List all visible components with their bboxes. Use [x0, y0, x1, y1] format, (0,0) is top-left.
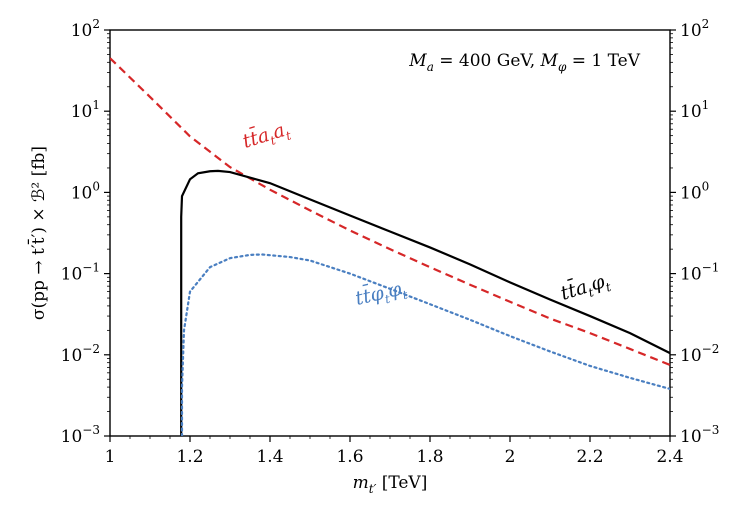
- y-tick-label-right: 10−3: [680, 423, 719, 447]
- x-axis-label: mt′ [TeV]: [353, 473, 428, 496]
- series-label-ttatphit: tt̄atφt: [557, 267, 613, 307]
- annotation-text: Ma = 400 GeV, Mφ = 1 TeV: [408, 51, 640, 74]
- y-tick-label-right: 10−2: [680, 342, 719, 366]
- y-tick-label-right: 102: [680, 17, 709, 41]
- series-layer: [110, 57, 670, 436]
- y-tick-label-right: 101: [680, 98, 709, 122]
- y-tick-label-right: 100: [680, 179, 709, 203]
- axis-ticks: [104, 29, 676, 442]
- x-tick-label: 1.8: [416, 447, 443, 467]
- y-tick-label-left: 100: [71, 179, 100, 203]
- x-tick-label: 2.4: [656, 447, 683, 467]
- y-tick-label-left: 101: [71, 98, 100, 122]
- x-tick-label: 2: [505, 447, 516, 467]
- y-tick-label-left: 10−1: [61, 261, 100, 285]
- x-tick-label: 2.2: [576, 447, 603, 467]
- y-axis-label: σ(pp → t′t̄′) × ℬ² [fb]: [26, 146, 49, 320]
- series-line-2: [180, 253, 670, 436]
- x-tick-label: 1: [105, 447, 116, 467]
- x-tick-label: 1.4: [256, 447, 283, 467]
- y-tick-label-left: 10−2: [61, 342, 100, 366]
- series-label-ttatat: tt̄atat: [239, 116, 293, 156]
- series-label-ttphitphit: tt̄φtφt: [353, 275, 409, 313]
- y-tick-label-left: 102: [71, 17, 100, 41]
- tick-labels: 1 1.2 1.4 1.6 1.8 2 2.2 2.410−3 10−310−2 10−210−1…: [61, 17, 720, 467]
- y-tick-label-left: 10−3: [61, 423, 100, 447]
- plot-frame: [109, 29, 671, 437]
- y-tick-label-right: 10−1: [680, 261, 719, 285]
- x-tick-label: 1.6: [336, 447, 363, 467]
- series-line-1: [180, 169, 670, 436]
- series-line-0: [110, 57, 670, 366]
- x-tick-label: 1.2: [176, 447, 203, 467]
